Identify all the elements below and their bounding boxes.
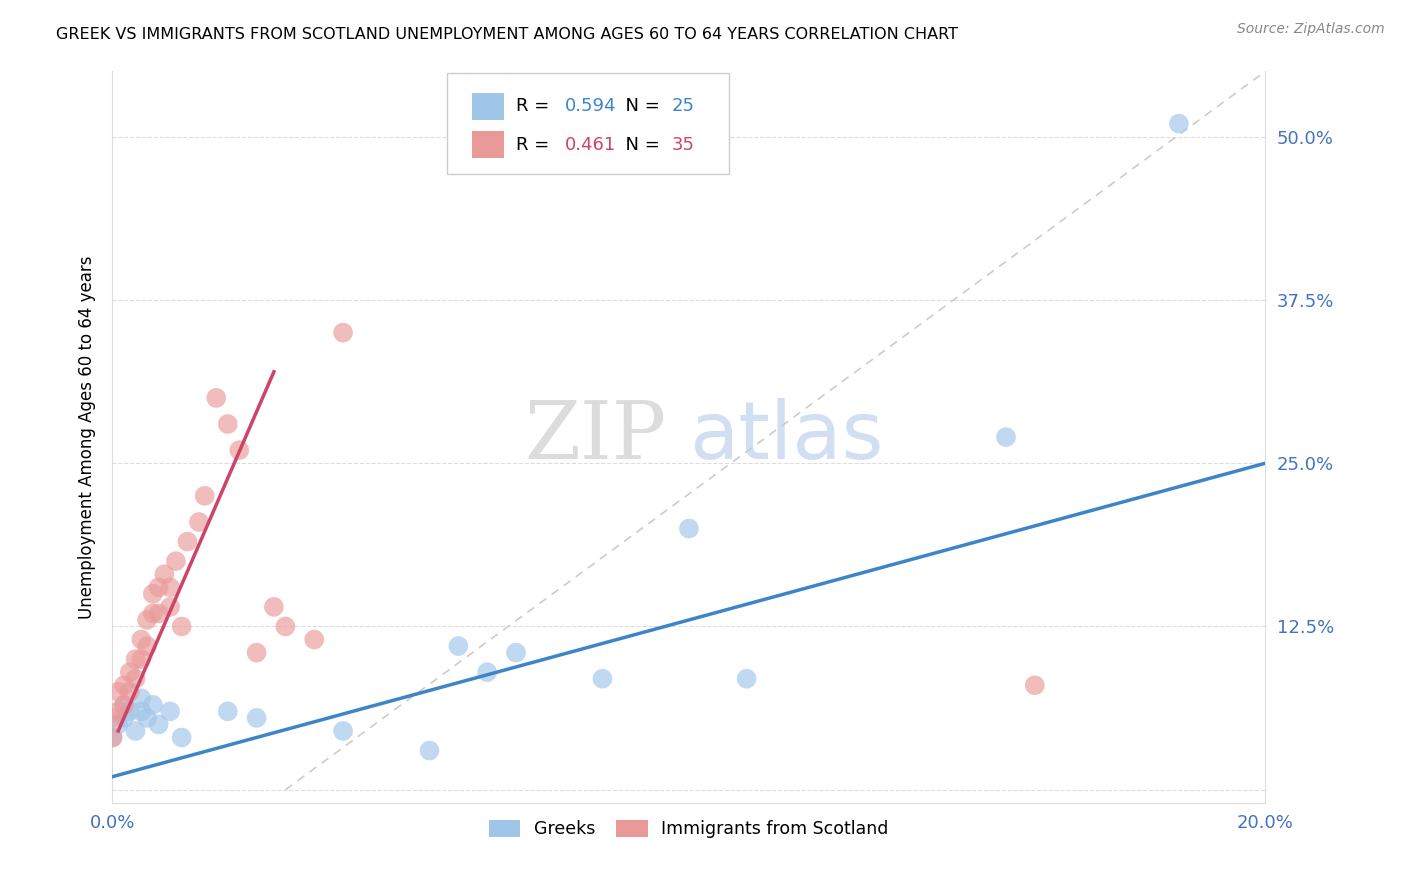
Point [205,391,228,405]
Point [112,678,135,692]
Point [447,639,470,653]
Text: R =: R = [516,97,555,115]
Point [217,417,239,431]
Bar [472,131,505,158]
Point [136,639,159,653]
Text: 35: 35 [672,136,695,153]
Point [159,580,181,594]
Text: 0.461: 0.461 [564,136,616,153]
Text: N =: N = [614,97,665,115]
Point [304,632,326,647]
Point [735,672,758,686]
Text: 25: 25 [672,97,695,115]
Point [1167,117,1189,131]
Point [101,731,124,745]
Point [1024,678,1046,692]
Point [148,580,170,594]
Point [142,587,165,601]
Y-axis label: Unemployment Among Ages 60 to 64 years: Unemployment Among Ages 60 to 64 years [77,255,96,619]
Text: ZIP: ZIP [524,398,666,476]
Text: atlas: atlas [689,398,883,476]
Point [148,607,170,621]
Point [678,521,700,535]
Point [995,430,1018,444]
Point [142,698,165,712]
Point [118,665,141,680]
Point [129,705,153,719]
Point [101,731,124,745]
Point [228,443,250,458]
Legend: Greeks, Immigrants from Scotland: Greeks, Immigrants from Scotland [482,813,896,846]
Point [592,672,614,686]
Text: GREEK VS IMMIGRANTS FROM SCOTLAND UNEMPLOYMENT AMONG AGES 60 TO 64 YEARS CORRELA: GREEK VS IMMIGRANTS FROM SCOTLAND UNEMPL… [56,27,959,42]
Point [246,646,269,660]
Point [129,632,153,647]
FancyBboxPatch shape [447,73,730,174]
Bar [472,94,505,120]
Text: R =: R = [516,136,555,153]
Point [124,723,146,738]
Point [165,554,187,568]
Point [159,599,181,614]
Point [153,567,176,582]
Point [107,717,129,731]
Point [142,607,165,621]
Point [129,652,153,666]
Point [332,326,354,340]
Point [170,731,193,745]
Point [118,685,141,699]
Point [129,691,153,706]
Text: Source: ZipAtlas.com: Source: ZipAtlas.com [1237,22,1385,37]
Point [332,723,354,738]
Point [505,646,527,660]
Point [112,698,135,712]
Text: N =: N = [614,136,665,153]
Point [101,711,124,725]
Point [136,711,159,725]
Point [217,705,239,719]
Point [170,619,193,633]
Point [419,743,441,757]
Point [188,515,211,529]
Point [107,705,129,719]
Point [112,711,135,725]
Point [475,665,499,680]
Point [136,613,159,627]
Point [107,685,129,699]
Point [246,711,269,725]
Point [112,698,135,712]
Point [124,672,146,686]
Point [194,489,217,503]
Point [176,534,198,549]
Point [274,619,297,633]
Point [118,705,141,719]
Point [263,599,285,614]
Point [159,705,181,719]
Point [124,652,146,666]
Point [148,717,170,731]
Text: 0.594: 0.594 [564,97,616,115]
